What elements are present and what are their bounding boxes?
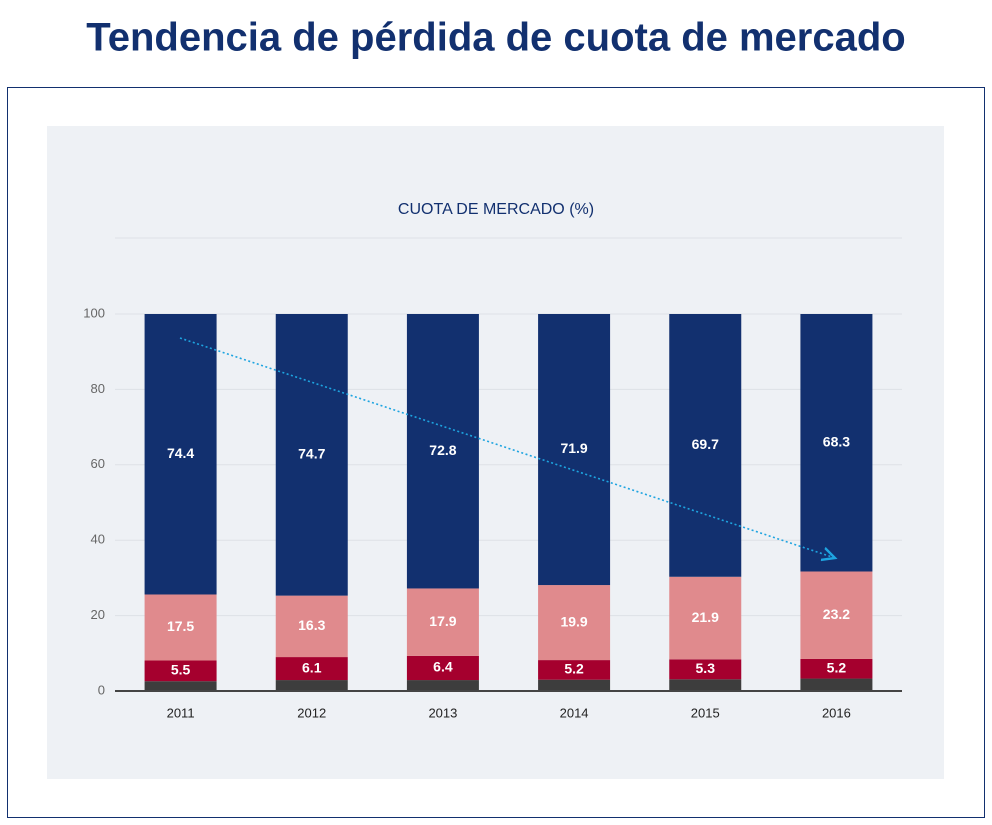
bar-segment xyxy=(800,571,873,659)
data-label: 5.2 xyxy=(564,661,584,677)
frame xyxy=(7,87,985,818)
y-tick-label: 100 xyxy=(83,305,105,320)
bar-segment xyxy=(406,680,479,691)
data-label: 6.1 xyxy=(302,659,322,675)
data-label: 21.9 xyxy=(692,609,719,625)
data-label: 5.2 xyxy=(827,659,847,675)
bar-segment xyxy=(800,658,873,679)
bar-segment xyxy=(275,314,348,596)
bar-segment xyxy=(800,314,873,572)
bar-segment xyxy=(669,576,742,660)
data-label: 16.3 xyxy=(298,617,325,633)
data-label: 74.7 xyxy=(298,446,325,462)
y-tick-label: 20 xyxy=(91,607,105,622)
data-label: 68.3 xyxy=(823,433,850,449)
bar-segment xyxy=(538,314,611,586)
data-label: 17.5 xyxy=(167,618,194,634)
bar-segment xyxy=(538,679,611,691)
data-label: 23.2 xyxy=(823,606,850,622)
x-tick-label: 2013 xyxy=(428,705,457,720)
bar-segment xyxy=(144,594,217,661)
bar-segment xyxy=(275,680,348,691)
bar-segment xyxy=(800,678,873,691)
data-label: 19.9 xyxy=(560,613,587,629)
y-tick-label: 60 xyxy=(91,456,105,471)
data-label: 5.3 xyxy=(696,660,716,676)
data-label: 69.7 xyxy=(692,436,719,452)
bar-segment xyxy=(406,588,479,656)
data-label: 72.8 xyxy=(429,442,456,458)
x-tick-label: 2015 xyxy=(691,705,720,720)
x-tick-label: 2016 xyxy=(822,705,851,720)
data-label: 71.9 xyxy=(560,440,587,456)
bar-segment xyxy=(669,679,742,691)
plot: 0 20 40 60 80 100 2011 5.5 17.5 74.4 2012 6.1 16.3 74… xyxy=(83,305,902,720)
bar-segment xyxy=(669,659,742,680)
data-label: 5.5 xyxy=(171,662,191,678)
bar-segment xyxy=(538,660,611,680)
y-tick-label: 80 xyxy=(91,381,105,396)
bar-segment xyxy=(669,314,742,577)
y-tick-label: 40 xyxy=(91,532,105,547)
bar-segment xyxy=(275,595,348,658)
bar-segment xyxy=(406,655,479,681)
x-tick-label: 2011 xyxy=(167,705,195,720)
bar-segment xyxy=(275,657,348,681)
data-label: 17.9 xyxy=(429,613,456,629)
x-tick-label: 2012 xyxy=(297,705,326,720)
y-tick-label: 0 xyxy=(98,682,105,697)
bar-segment xyxy=(144,314,217,595)
bar-segment xyxy=(144,681,217,691)
bar-segment xyxy=(538,585,611,661)
bar-segment xyxy=(406,314,479,589)
x-tick-label: 2014 xyxy=(560,705,589,720)
chart-title: CUOTA DE MERCADO (%) xyxy=(398,201,594,218)
page-title: Tendencia de pérdida de cuota de mercado xyxy=(86,16,905,60)
data-label: 74.4 xyxy=(167,445,194,461)
bar-segment xyxy=(144,660,217,682)
data-label: 6.4 xyxy=(433,659,453,675)
